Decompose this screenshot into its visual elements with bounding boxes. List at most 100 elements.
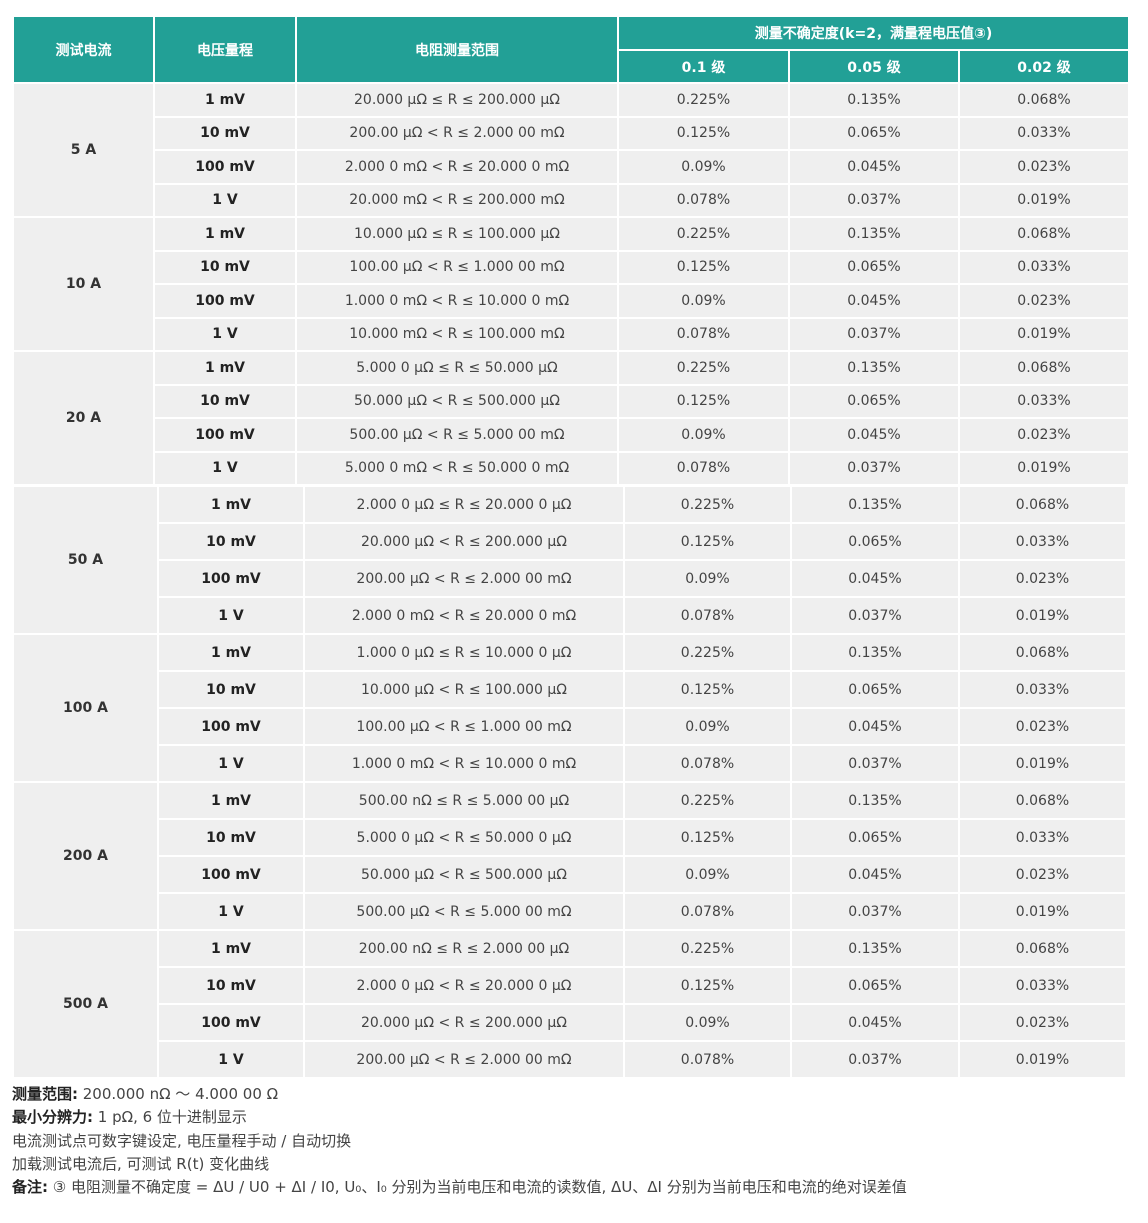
voltage-range-cell: 10 mV (155, 251, 295, 283)
header-uncertainty: 测量不确定度(k=2，满量程电压值③) (619, 17, 1128, 49)
resistance-range-cell: 10.000 mΩ < R ≤ 100.000 mΩ (297, 318, 617, 350)
voltage-range-cell: 10 mV (155, 117, 295, 149)
voltage-range-cell: 1 mV (155, 84, 295, 116)
uncertainty-0.02-cell: 0.068% (960, 218, 1128, 250)
test-current-cell: 20 A (14, 352, 153, 484)
uncertainty-0.05-cell: 0.045% (792, 1005, 958, 1040)
uncertainty-0.05-cell: 0.045% (790, 419, 958, 451)
voltage-range-cell: 100 mV (159, 709, 303, 744)
uncertainty-0.02-cell: 0.033% (960, 968, 1125, 1003)
resistance-range-cell: 500.00 μΩ < R ≤ 5.000 00 mΩ (305, 894, 623, 929)
uncertainty-0.05-cell: 0.065% (792, 672, 958, 707)
uncertainty-0.1-cell: 0.125% (625, 672, 790, 707)
voltage-range-cell: 1 V (159, 746, 303, 781)
uncertainty-0.05-cell: 0.045% (792, 709, 958, 744)
voltage-range-cell: 1 V (155, 318, 295, 350)
resistance-range-cell: 1.000 0 μΩ ≤ R ≤ 10.000 0 μΩ (305, 635, 623, 670)
voltage-range-cell: 100 mV (155, 151, 295, 183)
uncertainty-0.02-cell: 0.033% (960, 251, 1128, 283)
uncertainty-0.05-cell: 0.135% (790, 352, 958, 384)
uncertainty-0.1-cell: 0.125% (619, 385, 788, 417)
uncertainty-0.02-cell: 0.068% (960, 352, 1128, 384)
resistance-range-cell: 2.000 0 mΩ < R ≤ 20.000 0 mΩ (297, 151, 617, 183)
uncertainty-0.05-cell: 0.045% (792, 561, 958, 596)
test-current-cell: 500 A (14, 931, 157, 1077)
uncertainty-0.02-cell: 0.019% (960, 318, 1128, 350)
resistance-range-cell: 1.000 0 mΩ < R ≤ 10.000 0 mΩ (305, 746, 623, 781)
note-remark: 备注: ③ 电阻测量不确定度 = ΔU / U0 + ΔI / I0, U₀、I… (12, 1176, 907, 1199)
resistance-range-cell: 500.00 μΩ < R ≤ 5.000 00 mΩ (297, 419, 617, 451)
uncertainty-0.02-cell: 0.023% (960, 1005, 1125, 1040)
uncertainty-0.1-cell: 0.09% (619, 151, 788, 183)
header-voltage-range: 电压量程 (155, 17, 295, 82)
uncertainty-0.02-cell: 0.023% (960, 151, 1128, 183)
uncertainty-0.1-cell: 0.225% (619, 352, 788, 384)
resistance-range-cell: 200.00 nΩ ≤ R ≤ 2.000 00 μΩ (305, 931, 623, 966)
uncertainty-0.05-cell: 0.135% (792, 635, 958, 670)
uncertainty-0.05-cell: 0.065% (792, 524, 958, 559)
voltage-range-cell: 1 V (159, 894, 303, 929)
uncertainty-0.1-cell: 0.078% (619, 452, 788, 484)
uncertainty-0.1-cell: 0.125% (625, 968, 790, 1003)
voltage-range-cell: 100 mV (159, 1005, 303, 1040)
uncertainty-0.02-cell: 0.019% (960, 1042, 1125, 1077)
note-resolution-label: 最小分辨力: (12, 1108, 93, 1127)
voltage-range-cell: 1 mV (159, 783, 303, 818)
voltage-range-cell: 1 mV (155, 352, 295, 384)
resistance-range-cell: 20.000 mΩ < R ≤ 200.000 mΩ (297, 184, 617, 216)
uncertainty-0.1-cell: 0.078% (619, 318, 788, 350)
uncertainty-0.1-cell: 0.09% (625, 709, 790, 744)
resistance-range-cell: 5.000 0 μΩ < R ≤ 50.000 0 μΩ (305, 820, 623, 855)
uncertainty-0.02-cell: 0.023% (960, 561, 1125, 596)
resistance-range-cell: 50.000 μΩ < R ≤ 500.000 μΩ (297, 385, 617, 417)
resistance-range-cell: 5.000 0 mΩ < R ≤ 50.000 0 mΩ (297, 452, 617, 484)
note-range: 测量范围: 200.000 nΩ ～ 4.000 00 Ω (12, 1083, 907, 1106)
uncertainty-0.02-cell: 0.019% (960, 452, 1128, 484)
uncertainty-0.02-cell: 0.019% (960, 746, 1125, 781)
uncertainty-0.1-cell: 0.125% (625, 820, 790, 855)
uncertainty-0.1-cell: 0.225% (625, 635, 790, 670)
note-range-value: 200.000 nΩ ～ 4.000 00 Ω (78, 1085, 279, 1103)
uncertainty-0.05-cell: 0.037% (790, 318, 958, 350)
uncertainty-0.1-cell: 0.125% (619, 117, 788, 149)
voltage-range-cell: 1 mV (159, 931, 303, 966)
resistance-range-cell: 20.000 μΩ < R ≤ 200.000 μΩ (305, 524, 623, 559)
note-line4: 加载测试电流后, 可测试 R(t) 变化曲线 (12, 1154, 270, 1173)
test-current-cell: 200 A (14, 783, 157, 929)
uncertainty-0.05-cell: 0.045% (790, 151, 958, 183)
uncertainty-0.05-cell: 0.065% (790, 251, 958, 283)
uncertainty-0.1-cell: 0.225% (625, 487, 790, 522)
uncertainty-0.02-cell: 0.033% (960, 385, 1128, 417)
header-current: 测试电流 (14, 17, 153, 82)
voltage-range-cell: 1 mV (159, 487, 303, 522)
uncertainty-0.1-cell: 0.09% (625, 561, 790, 596)
notes: 测量范围: 200.000 nΩ ～ 4.000 00 Ω 最小分辨力: 1 p… (12, 1083, 907, 1199)
uncertainty-0.05-cell: 0.045% (790, 285, 958, 317)
header-grade-0.02: 0.02 级 (960, 51, 1128, 82)
resistance-range-cell: 10.000 μΩ ≤ R ≤ 100.000 μΩ (297, 218, 617, 250)
uncertainty-0.05-cell: 0.037% (792, 1042, 958, 1077)
voltage-range-cell: 1 V (155, 184, 295, 216)
uncertainty-0.02-cell: 0.068% (960, 783, 1125, 818)
voltage-range-cell: 1 mV (159, 635, 303, 670)
resistance-range-cell: 20.000 μΩ < R ≤ 200.000 μΩ (305, 1005, 623, 1040)
uncertainty-0.1-cell: 0.225% (619, 84, 788, 116)
test-current-cell: 100 A (14, 635, 157, 781)
note-resolution: 最小分辨力: 1 pΩ, 6 位十进制显示 (12, 1106, 907, 1129)
uncertainty-0.05-cell: 0.037% (790, 452, 958, 484)
uncertainty-0.1-cell: 0.09% (619, 285, 788, 317)
uncertainty-0.02-cell: 0.019% (960, 894, 1125, 929)
voltage-range-cell: 10 mV (159, 672, 303, 707)
resistance-range-cell: 10.000 μΩ < R ≤ 100.000 μΩ (305, 672, 623, 707)
resistance-range-cell: 200.00 μΩ < R ≤ 2.000 00 mΩ (305, 1042, 623, 1077)
uncertainty-0.02-cell: 0.068% (960, 84, 1128, 116)
uncertainty-0.05-cell: 0.037% (792, 746, 958, 781)
uncertainty-0.05-cell: 0.045% (792, 857, 958, 892)
resistance-range-cell: 100.00 μΩ < R ≤ 1.000 00 mΩ (297, 251, 617, 283)
uncertainty-0.1-cell: 0.225% (625, 931, 790, 966)
test-current-cell: 50 A (14, 487, 157, 633)
